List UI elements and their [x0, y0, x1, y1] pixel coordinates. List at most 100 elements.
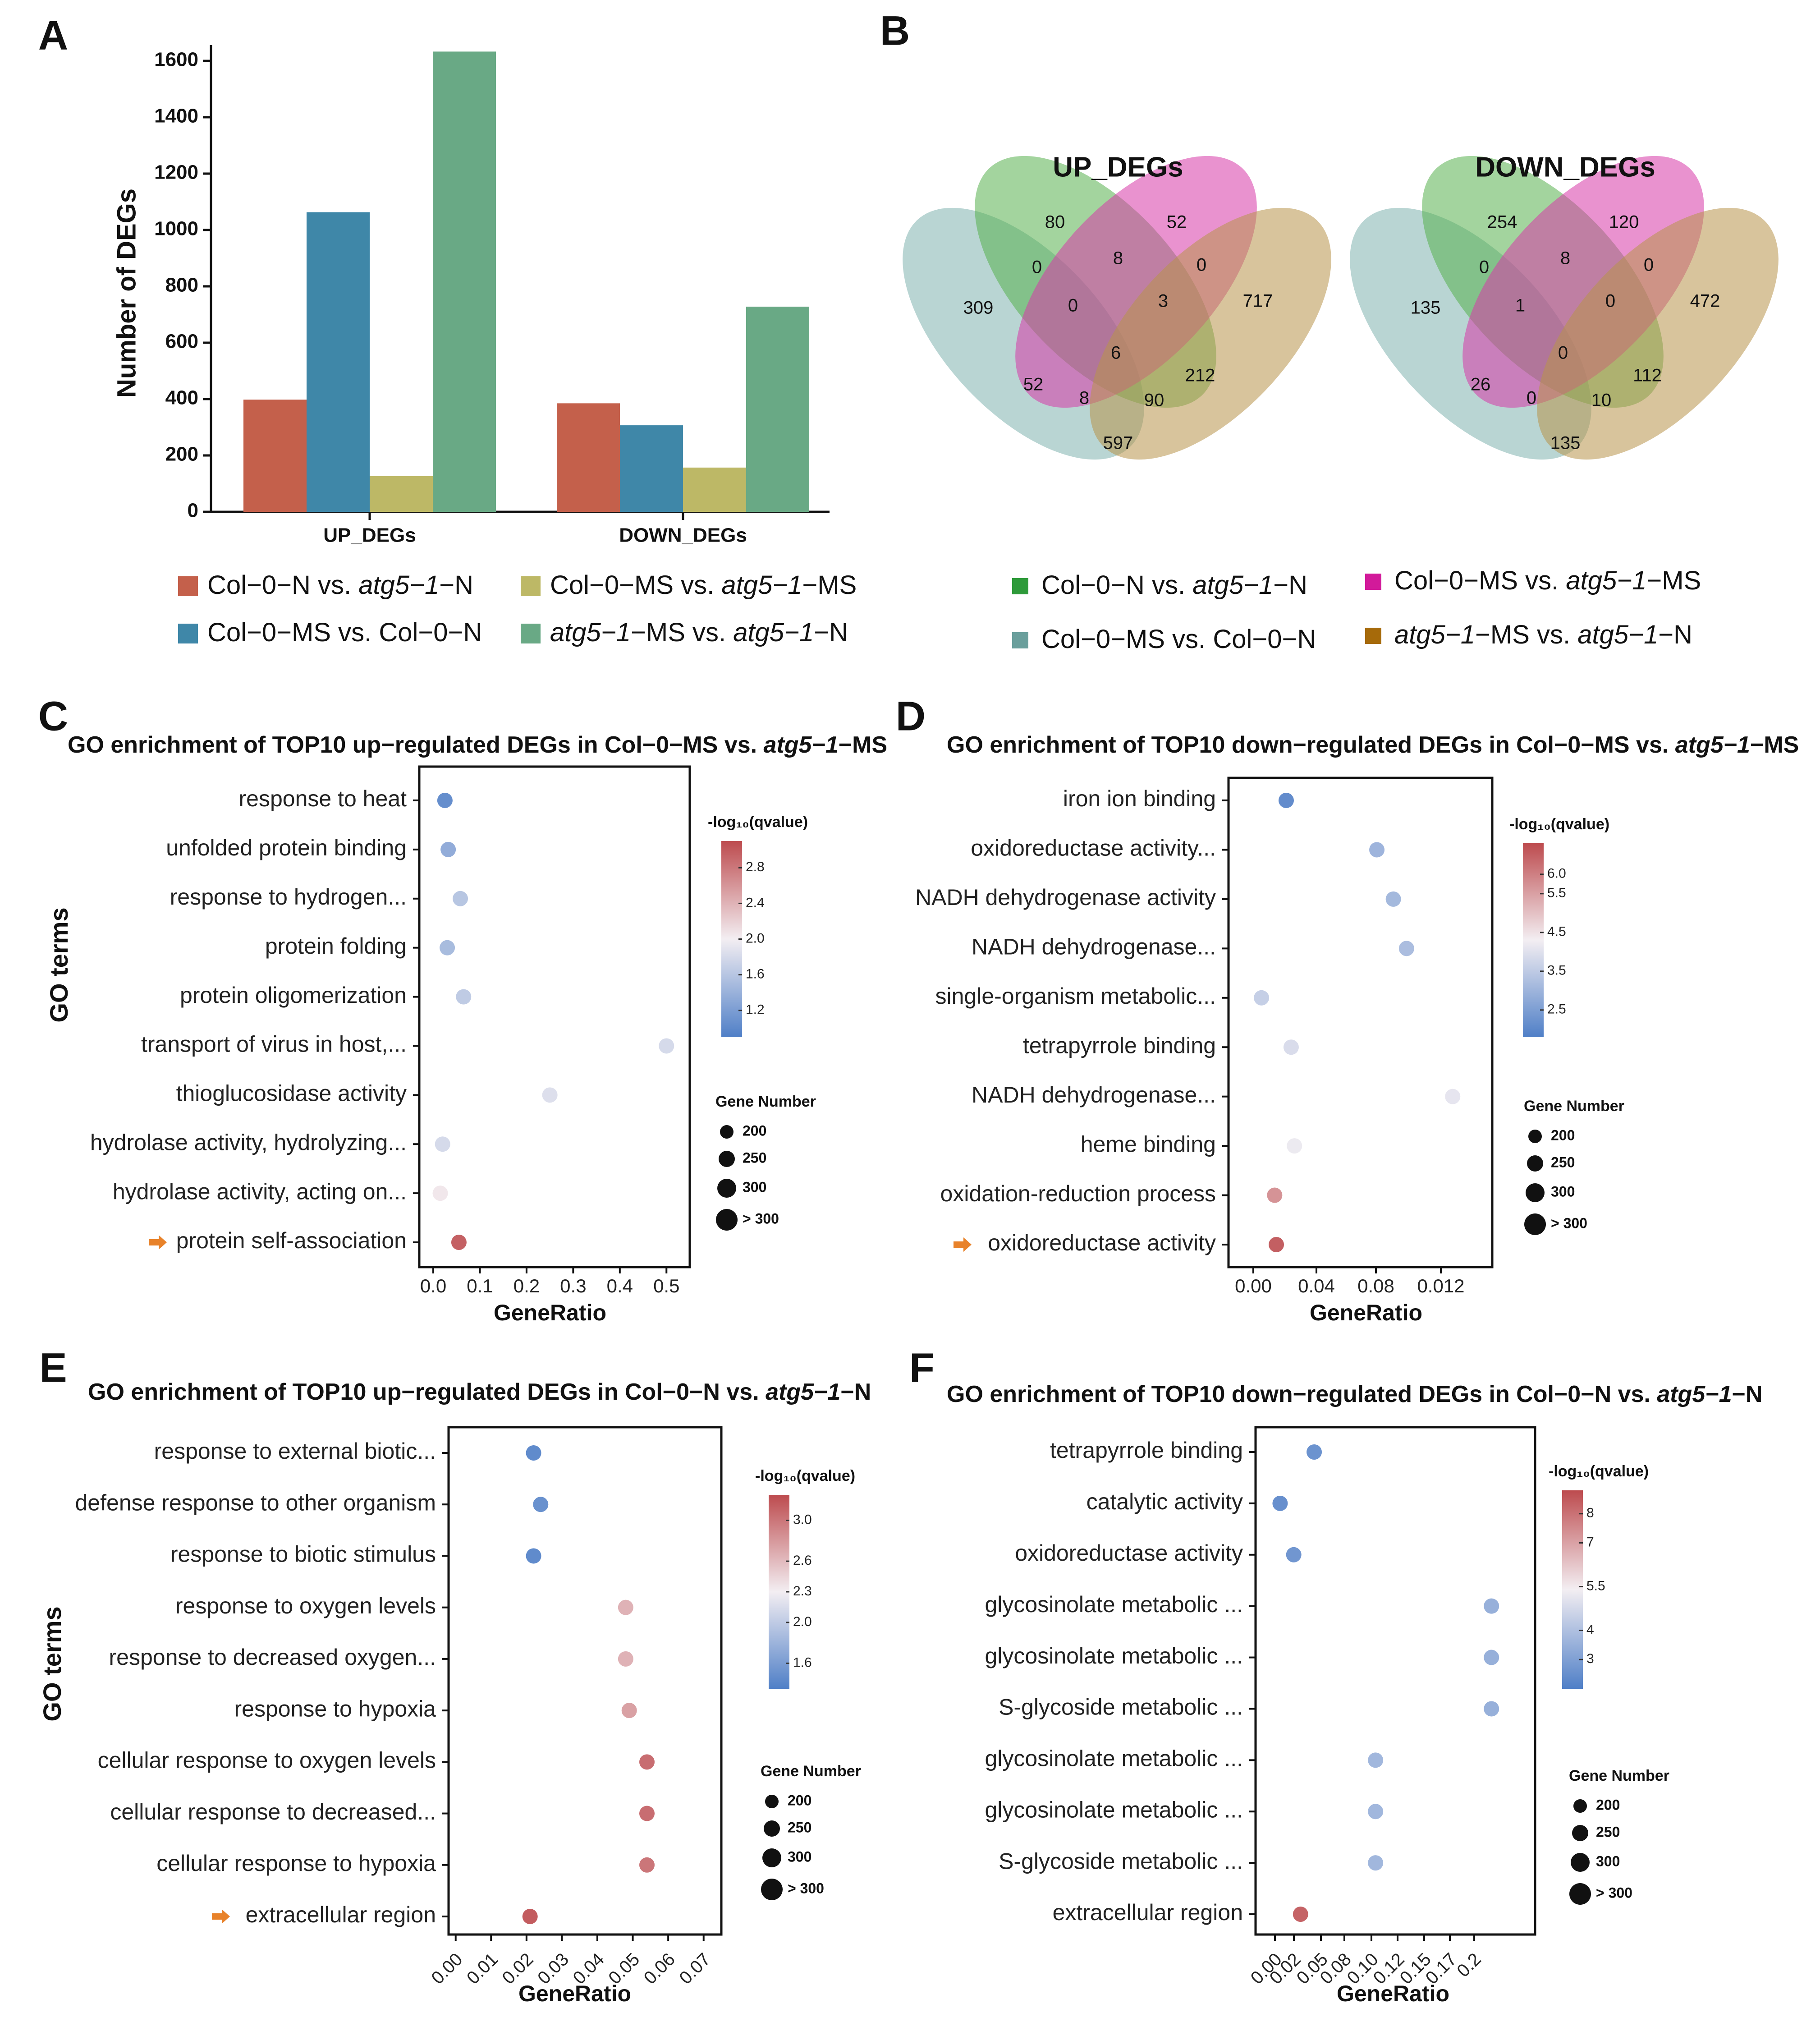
x-tick-label: 0.5 [653, 1275, 679, 1296]
data-point [1368, 1804, 1384, 1820]
data-point [526, 1445, 541, 1461]
venn-count-green_magenta: 8 [1560, 248, 1570, 268]
y-tick-label: 0 [188, 500, 198, 522]
venn-count-teal_green: 0 [1032, 257, 1042, 277]
size-legend-label: 300 [1596, 1853, 1620, 1869]
plot-title-D: GO enrichment of TOP10 down−regulated DE… [947, 732, 1799, 758]
venn-legend-label-3-part: atg5−1 [1566, 566, 1646, 595]
go-term-label: cellular response to hypoxia [156, 1851, 436, 1876]
go-term-label: thioglucosidase activity [176, 1081, 407, 1106]
data-point [1484, 1701, 1499, 1717]
venn-ellipse-tan [1090, 207, 1331, 460]
venn-count-magenta_tan: 0 [1644, 255, 1654, 275]
x-tick-label: 0.06 [640, 1949, 679, 1988]
venn-legend-swatch-4 [1365, 628, 1381, 644]
venn-count-tan: 717 [1243, 291, 1273, 311]
venn-legend-label-4-part: atg5−1 [1394, 620, 1475, 649]
data-point [542, 1087, 558, 1103]
bar-UP_DEGs-4 [433, 51, 496, 512]
data-point [437, 793, 453, 808]
colorbar-tick-label: 1.6 [793, 1655, 812, 1670]
x-tick-label: 0.01 [463, 1949, 502, 1988]
venn-ellipse-tan [1537, 207, 1779, 460]
plot-title-F-part: GO enrichment of TOP10 down−regulated DE… [947, 1381, 1657, 1407]
go-term-label: defense response to other organism [75, 1490, 436, 1515]
size-legend-label: 200 [1551, 1127, 1575, 1143]
data-point [1287, 1138, 1302, 1154]
size-legend-label: 300 [1551, 1183, 1575, 1199]
colorbar-tick-label: 2.5 [1547, 1002, 1566, 1017]
x-tick-label: 0.4 [607, 1275, 633, 1296]
data-point [1484, 1598, 1499, 1614]
panel-label-B: B [880, 8, 910, 54]
go-term-label: S-glycoside metabolic ... [999, 1695, 1243, 1720]
colorbar-title-E-part: -log₁₀(qvalue) [755, 1467, 855, 1484]
plot-title-D-part: atg5−1 [1675, 732, 1750, 758]
colorbar-tick-label: 2.0 [793, 1614, 812, 1629]
venn-count-teal_tan: 135 [1550, 433, 1581, 453]
size-legend-label: 250 [788, 1819, 811, 1835]
go-term-label: tetrapyrrole binding [1050, 1438, 1243, 1463]
x-axis-label-F: GeneRatio [1337, 1981, 1449, 2006]
venn-legend-label-1-part: −N [1273, 570, 1307, 600]
data-point [1398, 941, 1414, 956]
venn-count-green_magenta: 8 [1113, 248, 1123, 268]
size-legend-dot [1526, 1183, 1545, 1202]
data-point [526, 1548, 541, 1564]
go-term-label: transport of virus in host,... [141, 1032, 407, 1057]
venn-legend-label-3-part: −MS [1646, 566, 1701, 595]
colorbar-tick-label: 2.4 [746, 895, 765, 910]
venn-legend-label-4-part: −N [1658, 620, 1692, 649]
data-point [659, 1038, 674, 1054]
data-point [639, 1754, 655, 1770]
venn-count-teal_tan: 597 [1103, 433, 1133, 453]
plot-frame-E [447, 1426, 723, 1936]
panel-label-A: A [38, 12, 68, 58]
size-legend-dot [719, 1151, 735, 1167]
size-legend-dot [1528, 1130, 1542, 1143]
size-legend-dot [1571, 1853, 1590, 1872]
venn-count-teal_magenta: 52 [1023, 375, 1044, 395]
plot-title-D-part: −MS [1750, 732, 1799, 758]
go-term-label: protein folding [265, 933, 407, 959]
venn-legend-swatch-3 [1365, 574, 1381, 590]
colorbar-tick-label: 5.5 [1586, 1578, 1605, 1593]
colorbar-tick-label: 7 [1586, 1535, 1594, 1549]
venn-count-all: 0 [1558, 343, 1568, 363]
data-point [440, 841, 456, 857]
size-legend-dot [717, 1179, 736, 1198]
venn-legend-swatch-2 [1012, 632, 1028, 648]
bar-DOWN_DEGs-2 [620, 425, 683, 512]
go-term-label: protein oligomerization [180, 983, 407, 1008]
x-axis-label-C: GeneRatio [494, 1300, 606, 1325]
size-legend-label: 200 [1596, 1797, 1620, 1813]
data-point [1368, 1855, 1384, 1871]
legend-label-1-part: atg5−1 [358, 570, 439, 600]
colorbar-title-E: -log₁₀(qvalue) [755, 1467, 855, 1484]
highlight-arrow-icon [212, 1909, 230, 1924]
data-point [1272, 1495, 1288, 1511]
x-tick-label: 0.1 [467, 1275, 493, 1296]
go-term-label: NADH dehydrogenase activity [915, 885, 1216, 910]
panel-label-E: E [39, 1345, 67, 1391]
venn-count-teal_green_magenta: 1 [1515, 296, 1525, 316]
size-legend-label: 200 [788, 1792, 811, 1808]
venn-legend-label-1: Col−0−N vs. atg5−1−N [1041, 570, 1307, 600]
legend-label-2-part: Col−0−MS vs. Col−0−N [207, 618, 482, 647]
data-point [1283, 1039, 1299, 1055]
venn-count-green_tan: 112 [1633, 366, 1662, 386]
go-term-label: oxidation-reduction process [940, 1181, 1216, 1206]
go-term-label: response to hydrogen... [170, 884, 407, 910]
size-legend-dot [716, 1209, 738, 1231]
x-tick-label: 0.012 [1417, 1275, 1464, 1296]
plot-title-F-part: −N [1732, 1381, 1763, 1407]
go-term-label: extracellular region [1053, 1900, 1243, 1925]
colorbar-tick-label: 2.6 [793, 1553, 812, 1568]
x-tick-label: DOWN_DEGs [619, 524, 747, 547]
colorbar-tick-label: 3.5 [1547, 963, 1566, 978]
size-legend-title-F: Gene Number [1569, 1767, 1669, 1784]
highlight-arrow-icon [954, 1237, 972, 1252]
panel-label-D: D [896, 693, 926, 739]
data-point [522, 1909, 538, 1924]
